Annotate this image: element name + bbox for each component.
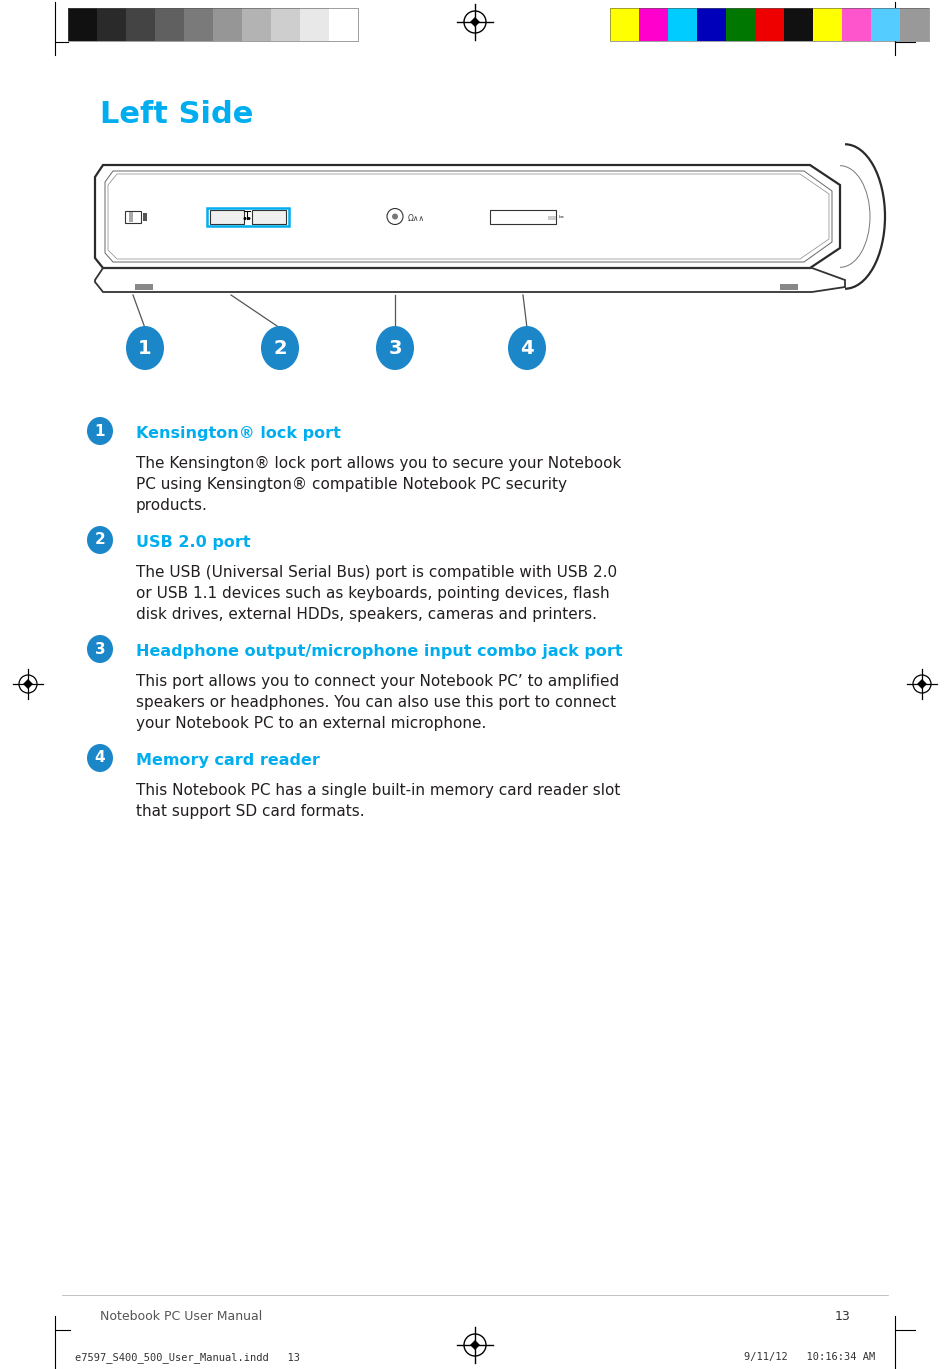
Text: ᵇᵃ: ᵇᵃ [559,215,564,222]
Text: Memory card reader: Memory card reader [136,753,320,768]
Bar [668,8,697,41]
Circle shape [392,214,398,219]
Text: that support SD card formats.: that support SD card formats. [136,804,365,819]
Text: 3: 3 [95,642,105,657]
Text: 2: 2 [95,533,105,548]
Ellipse shape [126,326,164,370]
Bar [490,209,556,223]
Ellipse shape [87,743,113,772]
Ellipse shape [87,526,113,554]
Text: The USB (Universal Serial Bus) port is compatible with USB 2.0: The USB (Universal Serial Bus) port is c… [136,565,618,580]
Bar [300,8,329,41]
Text: Kensington® lock port: Kensington® lock port [136,426,341,441]
Text: 13: 13 [834,1310,850,1322]
Polygon shape [470,1340,480,1350]
Bar [97,8,126,41]
Bar [213,8,242,41]
Text: 9/11/12   10:16:34 AM: 9/11/12 10:16:34 AM [744,1353,875,1362]
Ellipse shape [87,635,113,663]
Text: Notebook PC User Manual: Notebook PC User Manual [100,1310,262,1322]
Polygon shape [470,16,480,27]
Text: speakers or headphones. You can also use this port to connect: speakers or headphones. You can also use… [136,695,617,711]
Text: Headphone output/microphone input combo jack port: Headphone output/microphone input combo … [136,643,622,658]
Ellipse shape [376,326,414,370]
Text: USB 2.0 port: USB 2.0 port [136,535,251,550]
Text: 1: 1 [95,423,105,438]
Bar [329,8,358,41]
Bar [242,8,271,41]
Bar [271,8,300,41]
Bar [207,208,289,226]
Bar [610,8,929,41]
Text: Ω∧∧: Ω∧∧ [408,214,426,223]
Text: your Notebook PC to an external microphone.: your Notebook PC to an external micropho… [136,716,486,731]
Text: This Notebook PC has a single built-in memory card reader slot: This Notebook PC has a single built-in m… [136,783,620,798]
Bar [813,8,842,41]
Polygon shape [23,679,33,689]
Bar [143,212,147,220]
Text: 4: 4 [521,338,534,357]
Bar [125,211,141,223]
Bar [184,8,213,41]
Circle shape [248,218,251,220]
Text: 2: 2 [274,338,287,357]
Text: 4: 4 [95,750,105,765]
Circle shape [387,208,403,225]
Bar [639,8,668,41]
Text: disk drives, external HDDs, speakers, cameras and printers.: disk drives, external HDDs, speakers, ca… [136,606,597,622]
Ellipse shape [261,326,299,370]
Text: The Kensington® lock port allows you to secure your Notebook: The Kensington® lock port allows you to … [136,456,621,471]
Bar [68,8,358,41]
Ellipse shape [87,418,113,445]
Bar [548,215,556,219]
Text: e7597_S400_500_User_Manual.indd   13: e7597_S400_500_User_Manual.indd 13 [75,1353,300,1364]
Text: products.: products. [136,498,208,513]
Bar [129,211,133,222]
Bar [126,8,155,41]
Bar [155,8,184,41]
Bar [755,8,784,41]
Bar [900,8,929,41]
Bar [697,8,726,41]
Bar [68,8,97,41]
Bar [871,8,900,41]
Ellipse shape [508,326,546,370]
Text: This port allows you to connect your Notebook PC’ to amplified: This port allows you to connect your Not… [136,674,619,689]
Bar [780,283,798,290]
Text: 1: 1 [138,338,152,357]
Text: Left Side: Left Side [100,100,254,129]
Bar [784,8,813,41]
Bar [726,8,755,41]
Text: or USB 1.1 devices such as keyboards, pointing devices, flash: or USB 1.1 devices such as keyboards, po… [136,586,610,601]
Text: PC using Kensington® compatible Notebook PC security: PC using Kensington® compatible Notebook… [136,476,567,491]
Wedge shape [845,177,885,256]
Bar [210,209,244,223]
Bar [252,209,286,223]
Bar [842,8,871,41]
Bar [135,283,153,290]
Polygon shape [917,679,927,689]
Text: 3: 3 [389,338,402,357]
Circle shape [243,218,246,220]
Bar [610,8,639,41]
